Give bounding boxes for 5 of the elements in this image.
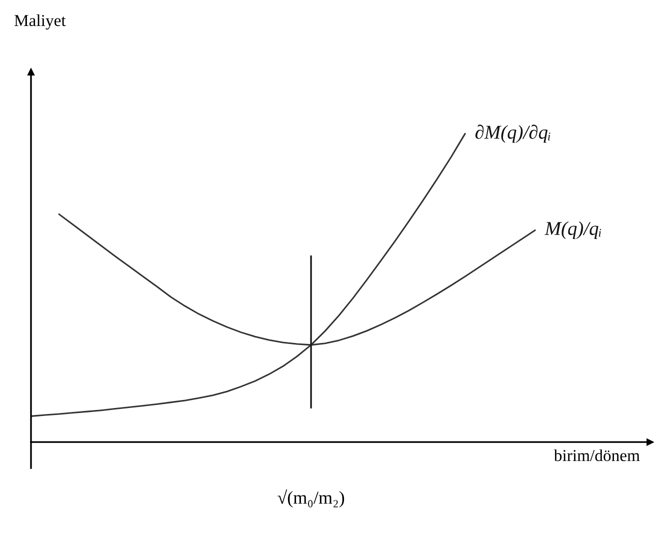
series-label: ∂M(q)/∂qᵢ	[475, 124, 550, 143]
series-label: M(q)/qᵢ	[544, 221, 602, 240]
text: √(m₀/m₂)	[278, 489, 344, 508]
x-axis-title: birim/dönem	[554, 449, 640, 462]
text: Maliyet	[14, 14, 66, 30]
